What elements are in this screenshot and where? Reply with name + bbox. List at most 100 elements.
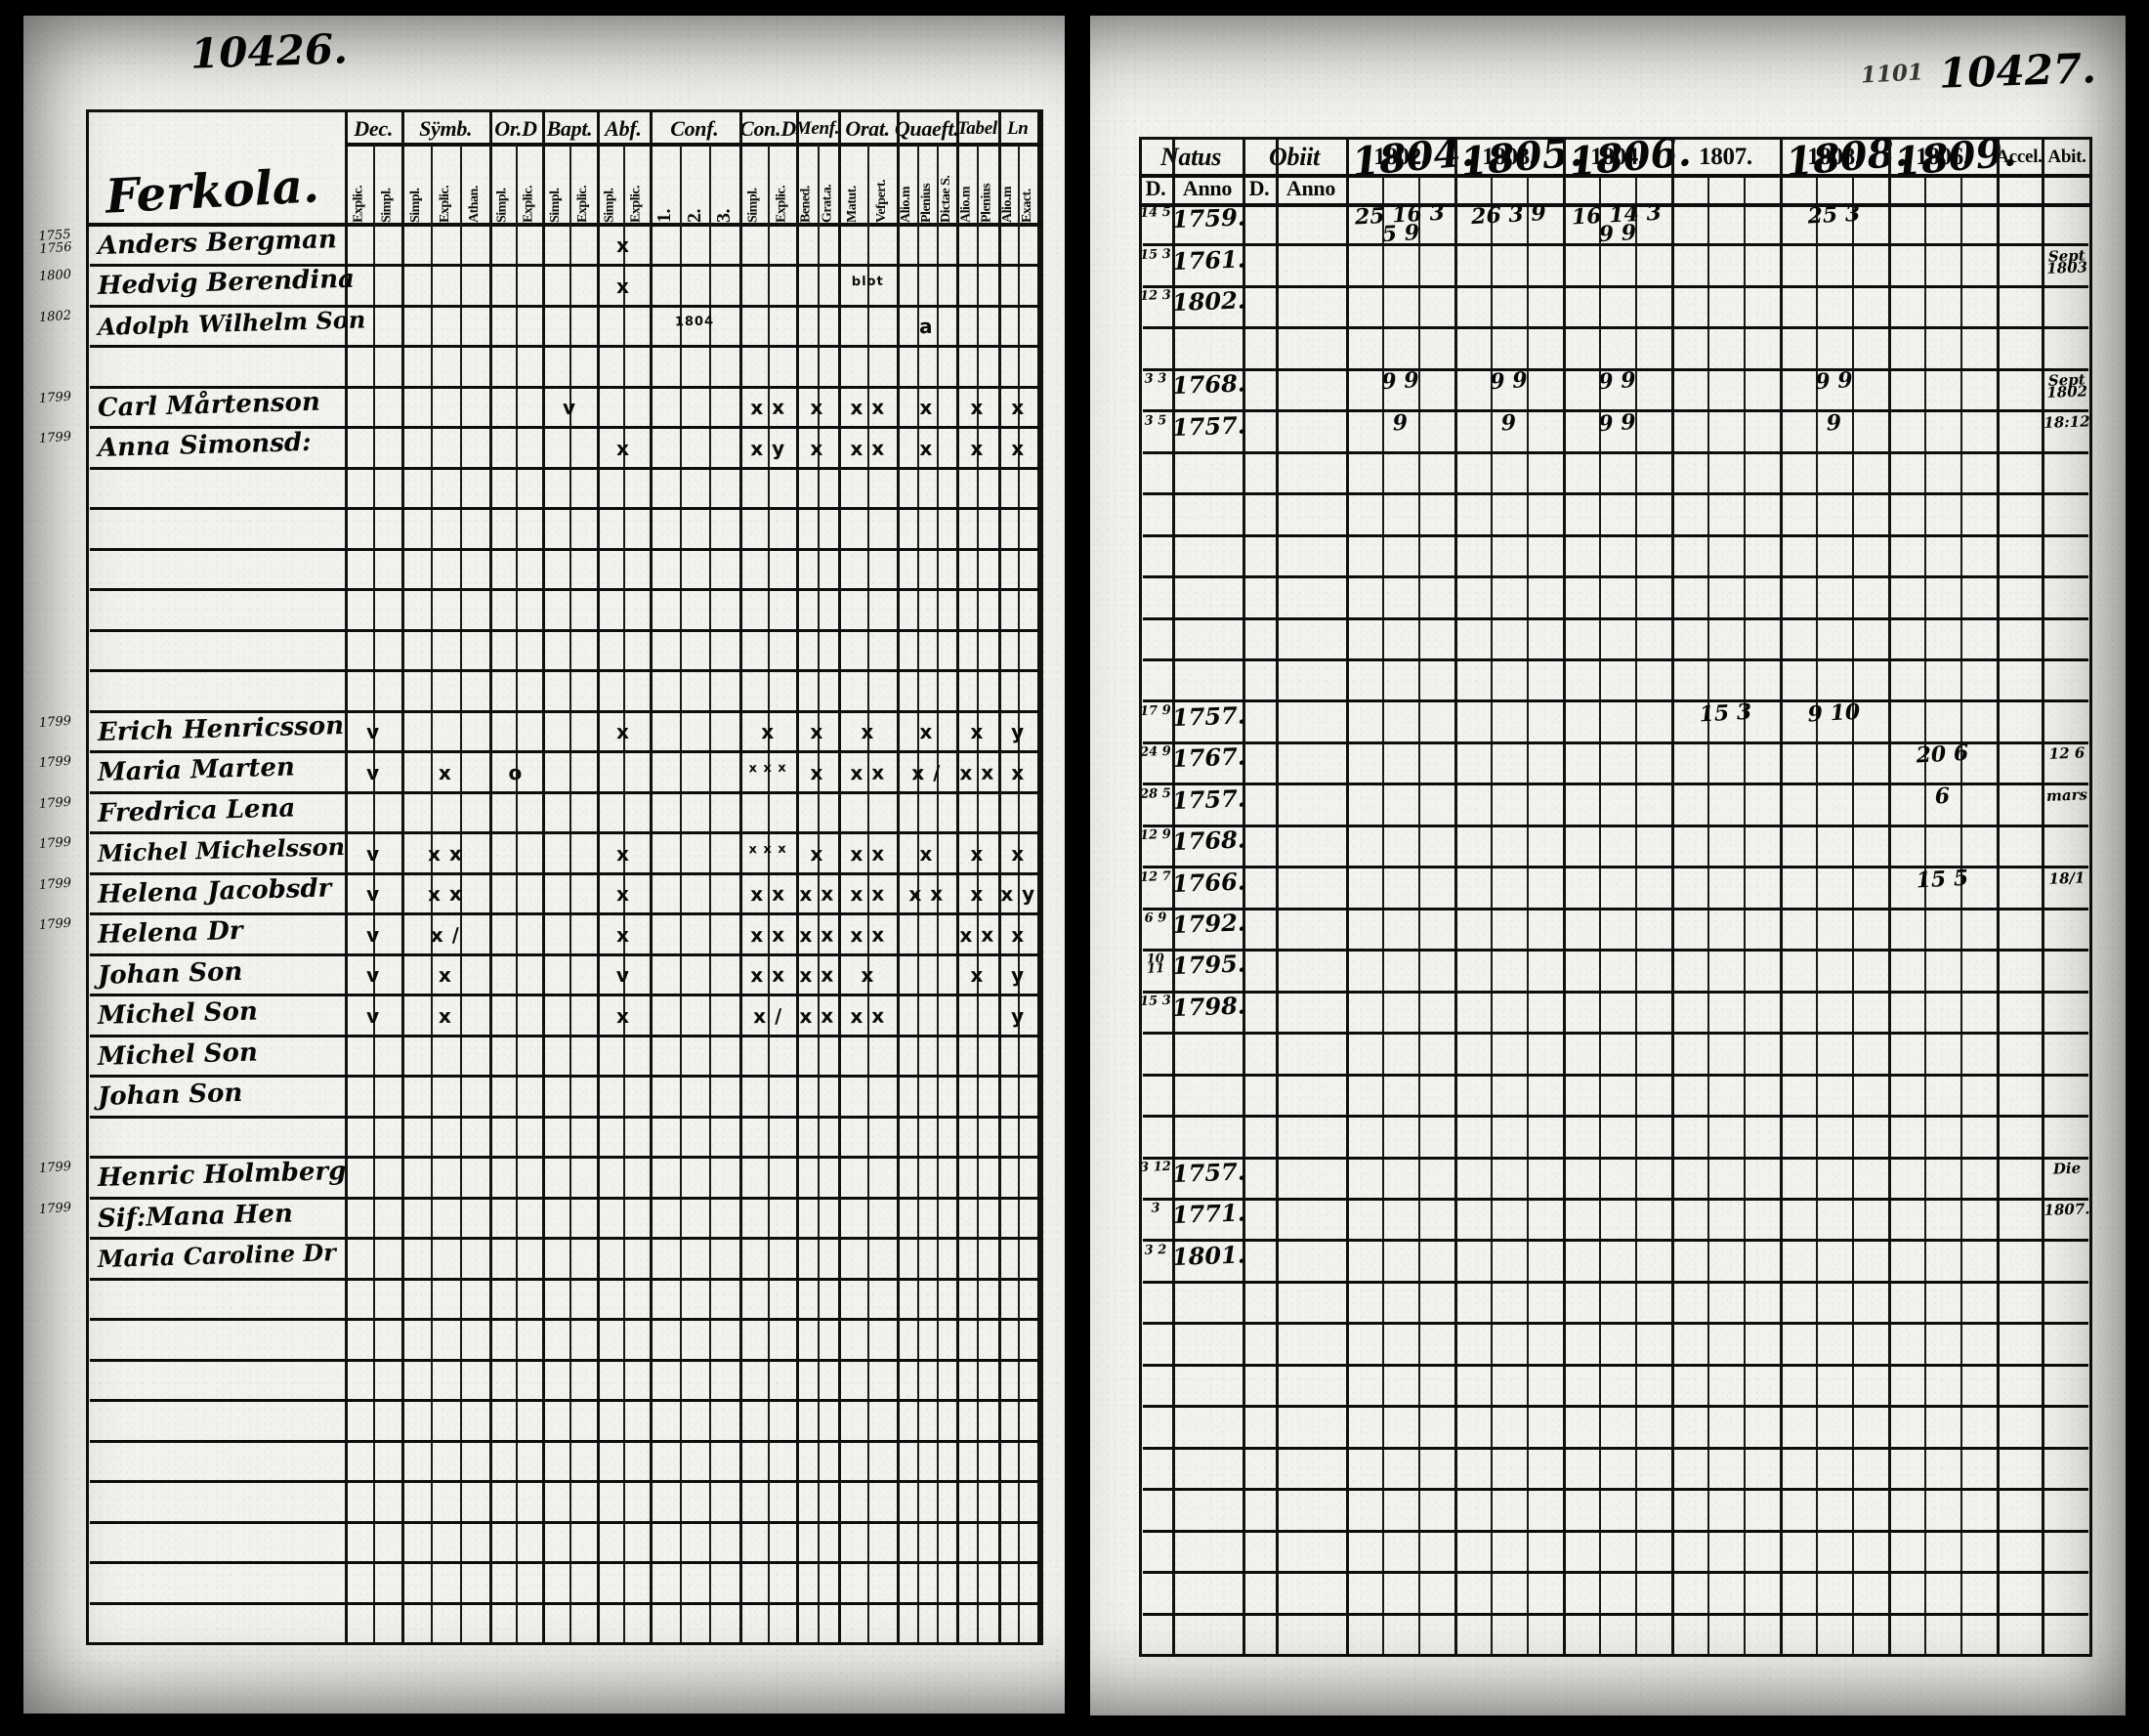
left-subheader-dictaes: Dictae S. [938, 175, 953, 223]
left-cell-mark-orat: x x [850, 760, 886, 785]
right-group-header-natus: Natus [1159, 143, 1222, 171]
right-cell-natus-year: 1798. [1171, 991, 1246, 1022]
left-subheader-explic: Explic. [574, 185, 590, 223]
left-cell-mark-ln: x [1010, 841, 1025, 866]
left-col-divider [837, 109, 841, 1645]
left-subcol-divider [768, 145, 771, 1645]
left-row-name: Helena Dr [97, 916, 243, 951]
left-row-rule [90, 1642, 1039, 1645]
left-cell-mark-symb: x x [428, 881, 464, 907]
left-row-rule [90, 507, 1039, 511]
right-cell-natus-day: 3 3 [1144, 371, 1167, 387]
left-row-rule [90, 871, 1039, 875]
right-cell-natus-year: 1757. [1171, 409, 1246, 442]
left-col-header-quaeft: Quaeft. [894, 116, 959, 141]
left-subheader-simpl: Simpl. [547, 188, 563, 223]
left-cell-mark-abf: x [615, 720, 631, 744]
right-col-divider [1671, 137, 1674, 1657]
left-cell-mark-ln: x [1010, 760, 1025, 784]
left-subcol-divider [1017, 145, 1020, 1645]
left-cell-mark-orat: x [860, 720, 875, 744]
right-col-divider [1454, 137, 1457, 1657]
right-cell-natus-year: 1757. [1171, 700, 1246, 732]
left-col-divider [955, 109, 959, 1645]
left-row-rule [90, 1480, 1039, 1484]
left-cell-mark-symb: x [439, 1003, 453, 1028]
right-header-divider [1139, 174, 2092, 178]
right-row-rule [1143, 1654, 2088, 1657]
left-col-header-orat: Orat. [845, 116, 890, 141]
right-col-divider [1816, 174, 1818, 1657]
right-cell-natus-year: 1761. [1171, 244, 1246, 275]
right-col-divider [1635, 174, 1637, 1657]
left-cell-mark-quaest: x [919, 436, 934, 461]
left-cell-mark-abf: x [615, 922, 631, 947]
left-row-name: Michel Son [97, 996, 259, 1032]
right-col-divider [1997, 137, 2000, 1657]
right-year-header-printed-3: 1807. [1699, 144, 1752, 170]
left-subheader-explic: Explic. [438, 185, 453, 223]
right-row-rule [1143, 409, 2088, 413]
left-row-name: Johan Son [97, 1079, 243, 1113]
left-col-header-cond: Con.D [739, 116, 796, 141]
left-row-rule [90, 264, 1039, 268]
right-cell-natus-day: 14 5 [1139, 205, 1172, 222]
left-row-rule [90, 345, 1039, 349]
right-col-divider [1243, 137, 1245, 1657]
left-row-rule [90, 1358, 1039, 1362]
left-cell-mark-tabel: x x [959, 922, 995, 948]
right-year-header-printed-0: 1802. [1373, 144, 1427, 170]
right-year-header-printed-2: 1804. [1590, 144, 1644, 170]
left-cell-mark-orat: x x [850, 1003, 886, 1028]
right-subheader-natus-anno: Anno [1182, 176, 1233, 200]
left-cell-mark-ord: o [508, 760, 524, 784]
right-cell-natus-day: 15 3 [1139, 993, 1172, 1009]
right-row-rule [1143, 1197, 2088, 1201]
right-col-divider [1960, 174, 1962, 1657]
left-subcol-divider [516, 145, 518, 1645]
right-cell-abit: 18/1 [2048, 868, 2086, 888]
left-subcol-divider [867, 145, 870, 1645]
left-cell-mark-tabel: x [970, 396, 985, 420]
right-col-divider [1599, 174, 1601, 1657]
left-subheader-simpl: Simpl. [408, 188, 424, 223]
left-subheader-aliom: Alio.m [899, 186, 914, 223]
right-cell-natus-day: 28 5 [1139, 785, 1172, 802]
left-cell-mark-ln: y [1010, 1003, 1026, 1028]
left-cell-mark-tabel: x x [959, 760, 995, 785]
left-col-divider [597, 109, 601, 1645]
right-col-divider [1707, 174, 1709, 1657]
left-col-header-bapt: Bapt. [546, 116, 593, 141]
left-col-divider [541, 109, 545, 1645]
right-row-rule [1143, 616, 2088, 620]
left-col-divider [489, 109, 493, 1645]
left-subheader-simpl: Simpl. [602, 188, 617, 223]
left-subheader-plenius: Plenius [918, 183, 934, 223]
right-row-rule [1143, 367, 2088, 371]
right-row-rule [1143, 1405, 2088, 1409]
left-page-number: 10426. [190, 24, 349, 78]
left-cell-mark-quaest: x [919, 841, 934, 866]
left-cell-mark-abf: x [615, 233, 631, 258]
left-header-divider [86, 223, 1043, 227]
left-row-rule [90, 1439, 1039, 1443]
left-cell-mark-orat: x x [850, 841, 886, 867]
right-row-rule [1143, 1446, 2088, 1450]
right-row-rule [1143, 990, 2088, 994]
left-cell-mark-dec: v [365, 1003, 381, 1028]
left-cell-mark-dec: v [365, 760, 381, 784]
left-cell-mark-abf: x [615, 436, 631, 461]
right-subheader-obiit-d: D. [1248, 176, 1270, 200]
left-subcol-divider [431, 145, 434, 1645]
left-subcol-divider [916, 145, 919, 1645]
left-row-rule [90, 1034, 1039, 1037]
left-cell-mark-bapt: v [562, 396, 577, 420]
right-row-rule [1143, 533, 2088, 537]
left-cell-mark-tabel: x [970, 882, 985, 907]
left-cell-mark-menf: x [810, 841, 824, 866]
left-subcol-divider [679, 145, 682, 1645]
right-cell-natus-year: 1768. [1171, 825, 1246, 857]
left-cell-mark-dec: v [365, 963, 381, 988]
left-col-header-ord: Or.D [494, 116, 537, 141]
right-row-rule [1143, 1571, 2088, 1575]
